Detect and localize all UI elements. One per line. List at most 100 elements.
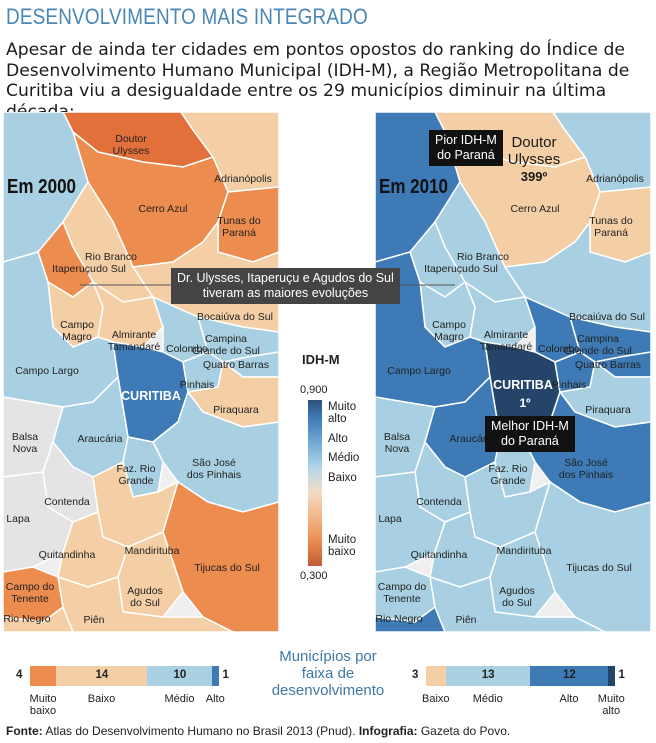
municipality-label: Campo Magro xyxy=(432,319,466,343)
best-rank: 1º xyxy=(519,396,531,410)
municipality-label: Rio Negro xyxy=(375,613,423,625)
map-2000: Em 2000 Doutor Ulysses Adrianópolis Cerro … xyxy=(3,112,279,632)
municipality-label: Lapa xyxy=(6,513,30,525)
municipality-label: Tunas do Paraná xyxy=(589,215,633,239)
distribution-bar-2000 xyxy=(30,666,219,686)
municipality-label: Faz. Rio Grande xyxy=(488,463,528,487)
municipality-label: Rio Branco do Sul xyxy=(85,251,137,275)
source-prefix: Fonte: xyxy=(6,724,43,738)
distribution-count: 3 xyxy=(412,669,419,681)
legend-label-muito-baixo: Muito baixo xyxy=(328,534,357,558)
municipality-label: Campina Grande do Sul xyxy=(192,333,260,357)
map-2000-shapes xyxy=(3,112,279,632)
legend-min: 0,300 xyxy=(300,570,328,582)
distribution-count: 1 xyxy=(618,669,625,681)
municipality-label: Piên xyxy=(455,614,477,626)
evolution-callout: Dr. Ulysses, Itaperuçu e Agudos do Sul t… xyxy=(171,268,400,304)
municipality-label: Doutor Ulysses xyxy=(112,133,150,157)
municipality-label: Cerro Azul xyxy=(138,203,188,215)
municipality-label: Almirante Tamandaré xyxy=(107,329,161,353)
municipality-label: Mandirituba xyxy=(496,545,552,557)
municipality-label: CURITIBA xyxy=(493,378,553,392)
municipality-label: Adrianópolis xyxy=(214,173,272,185)
municipality-label: Campo Magro xyxy=(60,319,94,343)
distribution-bar-2010 xyxy=(426,666,615,686)
municipality-label: Quatro Barras xyxy=(575,359,641,371)
municipality-label: Cerro Azul xyxy=(510,203,560,215)
municipality-label: Quitandinha xyxy=(410,549,468,561)
municipality-label: Itaperuçu xyxy=(424,263,468,275)
distribution-title: Municípios por faixa de desenvolvimento xyxy=(271,648,385,699)
distribution-band-label: Médio xyxy=(472,693,503,705)
municipality-label: Balsa Nova xyxy=(383,431,411,455)
municipality-label: Rio Negro xyxy=(3,613,51,625)
municipality-label: Agudos do Sul xyxy=(499,585,535,609)
worst-rank: 399º xyxy=(520,169,548,184)
legend-max: 0,900 xyxy=(300,384,328,396)
infographic-prefix: Infografia: xyxy=(358,724,418,738)
municipality-label: Lapa xyxy=(378,513,402,525)
municipality-label: Araucária xyxy=(77,433,123,445)
distribution-segment xyxy=(56,666,147,686)
distribution-band-label: Médio xyxy=(164,693,195,705)
municipality-label: Campo do Tenente xyxy=(5,581,55,605)
municipality-label: Colombo xyxy=(165,343,209,355)
distribution-segment xyxy=(147,666,212,686)
municipality-label: Quitandinha xyxy=(38,549,96,561)
municipality-label: Bocaiúva do Sul xyxy=(197,311,273,323)
distribution-segment xyxy=(608,666,615,686)
municipality-label: Bocaiúva do Sul xyxy=(569,311,645,323)
municipality-label: Piên xyxy=(83,614,105,626)
municipality-label: Contenda xyxy=(416,496,462,508)
distribution-segment xyxy=(212,666,219,686)
municipality-label: Balsa Nova xyxy=(11,431,39,455)
distribution-band-label: Muito baixo xyxy=(29,693,57,717)
municipality-label: Pinhais xyxy=(551,379,587,391)
municipality-label: Mandirituba xyxy=(124,545,180,557)
page-title: DESENVOLVIMENTO MAIS INTEGRADO xyxy=(6,4,368,29)
year-label-2000: Em 2000 xyxy=(7,176,76,198)
municipality-label: Rio Branco do Sul xyxy=(457,251,509,275)
municipality-label: Almirante Tamandaré xyxy=(479,329,533,353)
infographic-text: Gazeta do Povo. xyxy=(417,724,511,738)
municipality-label: Tijucas do Sul xyxy=(194,562,260,574)
distribution-count: 4 xyxy=(16,669,23,681)
municipality-label: Araucária xyxy=(449,433,495,445)
distribution-band-label: Muito alto xyxy=(597,693,625,717)
legend-title: IDH-M xyxy=(302,352,340,367)
municipality-label: São José dos Pinhais xyxy=(186,457,242,481)
legend-label-muito-alto: Muito alto xyxy=(328,401,357,425)
municipality-label: Campo do Tenente xyxy=(377,581,427,605)
municipality-label: Colombo xyxy=(537,343,581,355)
distribution-count: 14 xyxy=(95,669,109,681)
municipality-label: Tijucas do Sul xyxy=(566,562,632,574)
distribution-band-label: Baixo xyxy=(421,693,450,705)
municipality-label: CURITIBA xyxy=(121,389,181,403)
intro-text: Apesar de ainda ter cidades em pontos op… xyxy=(6,40,630,122)
municipality-label: Quatro Barras xyxy=(203,359,269,371)
municipality-label: Piraquara xyxy=(585,404,631,416)
region-pien-2010 xyxy=(429,575,606,632)
municipality-label: Campo Largo xyxy=(15,365,79,377)
municipality-label: Campina Grande do Sul xyxy=(564,333,632,357)
municipality-label: Itaperuçu xyxy=(52,263,96,275)
distribution-band-label: Baixo xyxy=(87,693,116,705)
municipality-label: São José dos Pinhais xyxy=(558,457,614,481)
municipality-label: Contenda xyxy=(44,496,90,508)
distribution-band-label: Alto xyxy=(559,693,579,705)
worst-idh-box: Pior IDH-M do Paraná xyxy=(429,130,503,166)
distribution-band-label: Alto xyxy=(205,693,225,705)
distribution-segment xyxy=(530,666,608,686)
distribution-segment xyxy=(30,666,56,686)
distribution-segment xyxy=(426,666,446,686)
distribution-count: 13 xyxy=(481,669,495,681)
distribution-count: 12 xyxy=(563,669,576,681)
municipality-label: Agudos do Sul xyxy=(127,585,163,609)
municipality-label: Piraquara xyxy=(213,404,259,416)
year-label-2010: Em 2010 xyxy=(379,176,448,198)
worst-municipality-name: Doutor Ulysses xyxy=(507,134,561,168)
municipality-label: Campo Largo xyxy=(387,365,451,377)
legend-label-medio: Médio xyxy=(328,452,360,464)
distribution-count: 10 xyxy=(173,669,187,681)
